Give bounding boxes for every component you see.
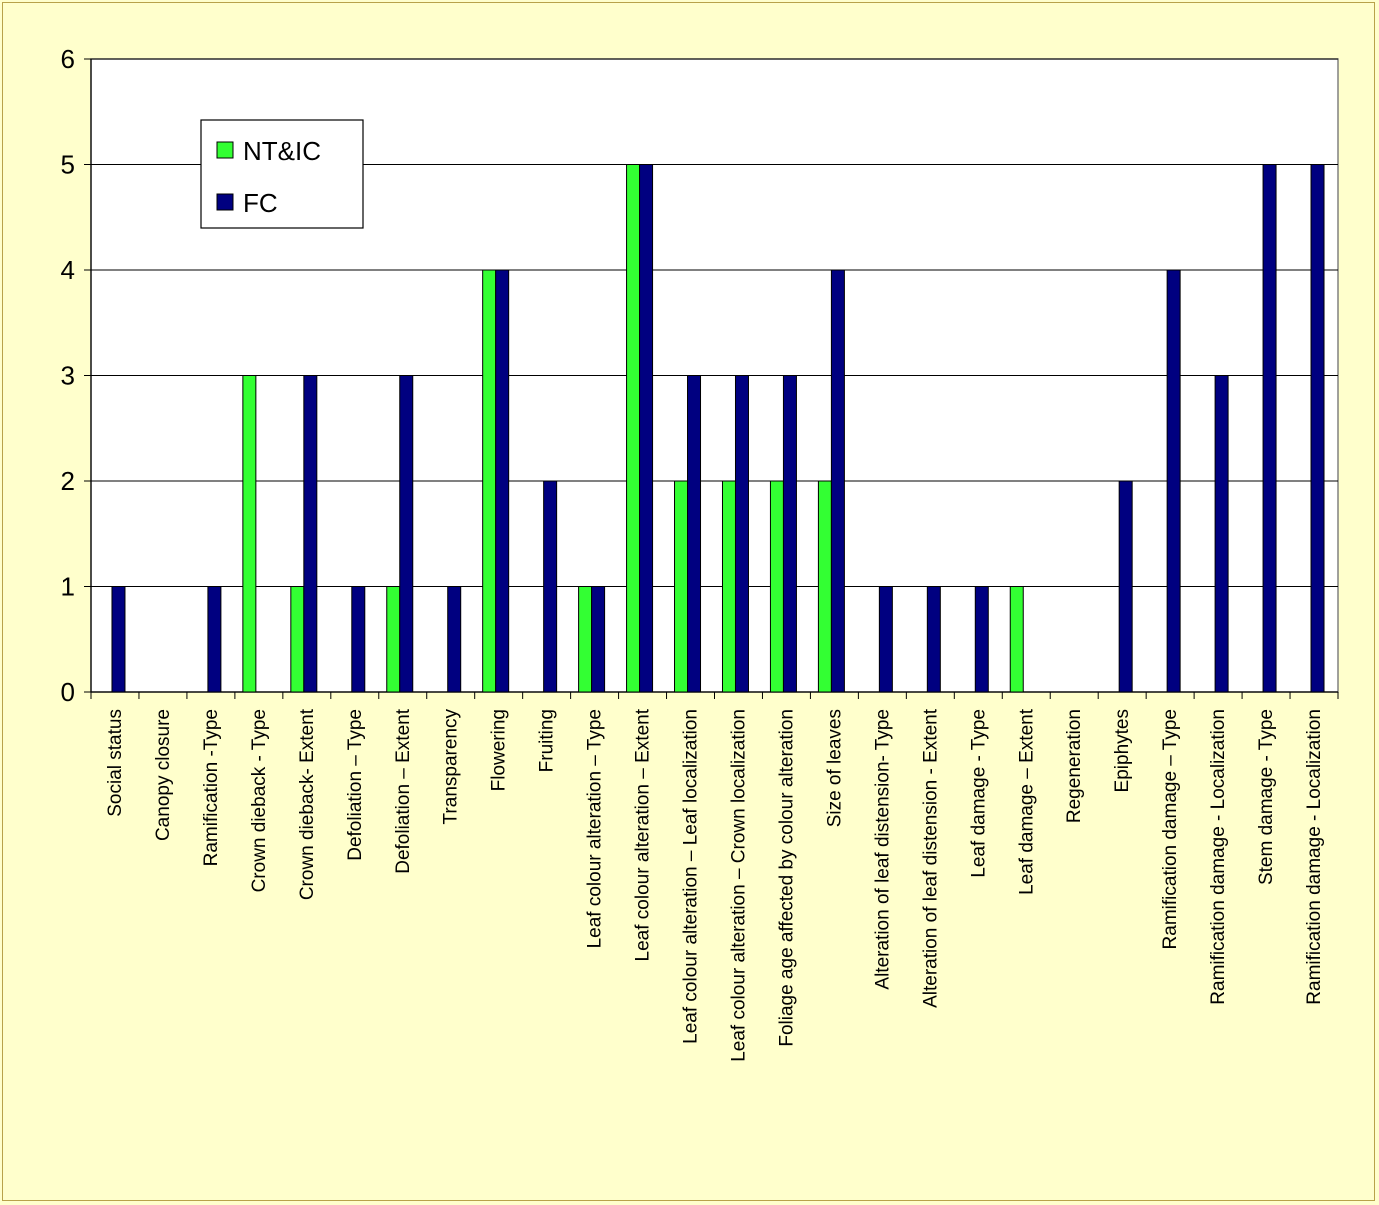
x-tick-label: Defoliation – Type [345,709,366,861]
bar-ntic [386,586,401,693]
legend: NT&IC FC [200,119,364,229]
bar-fc [111,586,126,693]
bar-fc [1166,269,1181,693]
legend-swatch-fc [216,193,234,211]
x-tick-label: Crown dieback- Extent [297,708,318,900]
x-tick-label: Alteration of leaf distension - Extent [920,708,941,1008]
bar-ntic [721,480,736,693]
x-tick-label: Fruiting [537,709,558,772]
bar-fc [639,164,654,693]
bar-fc [974,586,989,693]
x-tick-label: Ramification damage - Localization [1208,709,1229,1005]
bar-ntic [578,586,593,693]
x-tick-label: Defoliation – Extent [393,708,414,873]
x-tick-label: Ramification damage – Type [1160,709,1181,949]
y-tick-label: 5 [61,150,75,180]
y-tick-label: 1 [61,572,75,602]
bar-chart: 0 1 2 3 4 5 6 Social status Canopy closure Ramif… [61,44,1339,1062]
y-tick-label: 2 [61,466,75,496]
y-tick-label: 0 [61,677,75,707]
x-tick-label: Crown dieback - Type [249,709,270,892]
bar-fc [830,269,845,693]
bars [111,164,1325,693]
x-tick-label: Leaf colour alteration – Leaf localizati… [681,709,702,1044]
x-tick-label: Leaf damage - Type [968,709,989,878]
x-tick-label: Leaf colour alteration – Type [585,709,606,948]
bar-fc [687,375,702,693]
x-tick-label: Ramification -Type [201,709,222,866]
bar-fc [734,375,749,693]
x-tick-label: Transparency [441,709,462,825]
legend-swatch-ntic [216,141,234,159]
bar-ntic [242,375,257,693]
bar-fc [878,586,893,693]
x-tick-label: Ramification damage - Localization [1304,709,1325,1005]
bar-fc [1214,375,1229,693]
legend-label-ntic: NT&IC [243,136,321,166]
x-tick-label: Foliage age affected by colour alteratio… [776,709,797,1047]
bar-fc [351,586,366,693]
bar-fc [1310,164,1325,693]
legend-label-fc: FC [243,188,278,218]
x-tick-label: Leaf colour alteration – Extent [633,708,654,961]
bar-fc [207,586,222,693]
bar-ntic [817,480,832,693]
bar-fc [447,586,462,693]
bar-fc [1118,480,1133,693]
bar-fc [926,586,941,693]
x-tick-label: Social status [105,709,126,817]
bar-ntic [290,586,305,693]
x-tick-label: Regeneration [1064,709,1085,823]
y-tick-label: 6 [61,44,75,74]
x-axis-labels: Social status Canopy closure Ramification … [90,692,1339,1062]
x-tick-label: Leaf colour alteration – Crown localizat… [728,709,749,1062]
x-tick-label: Alteration of leaf distension- Type [872,709,893,990]
x-tick-label: Flowering [489,709,510,791]
bar-ntic [626,164,641,693]
bar-fc [782,375,797,693]
y-tick-label: 4 [61,255,75,285]
bar-fc [1262,164,1277,693]
bar-fc [591,586,606,693]
bar-fc [543,480,558,693]
bar-fc [399,375,414,693]
bar-ntic [1009,586,1024,693]
bar-ntic [769,480,784,693]
bar-ntic [482,269,497,693]
bar-fc [303,375,318,693]
y-tick-label: 3 [61,361,75,391]
x-tick-label: Stem damage - Type [1256,709,1277,885]
x-tick-label: Leaf damage – Extent [1016,708,1037,895]
x-tick-label: Canopy closure [153,709,174,841]
bar-ntic [674,480,689,693]
x-tick-label: Epiphytes [1112,709,1133,792]
bar-fc [495,269,510,693]
x-tick-label: Size of leaves [824,709,845,827]
